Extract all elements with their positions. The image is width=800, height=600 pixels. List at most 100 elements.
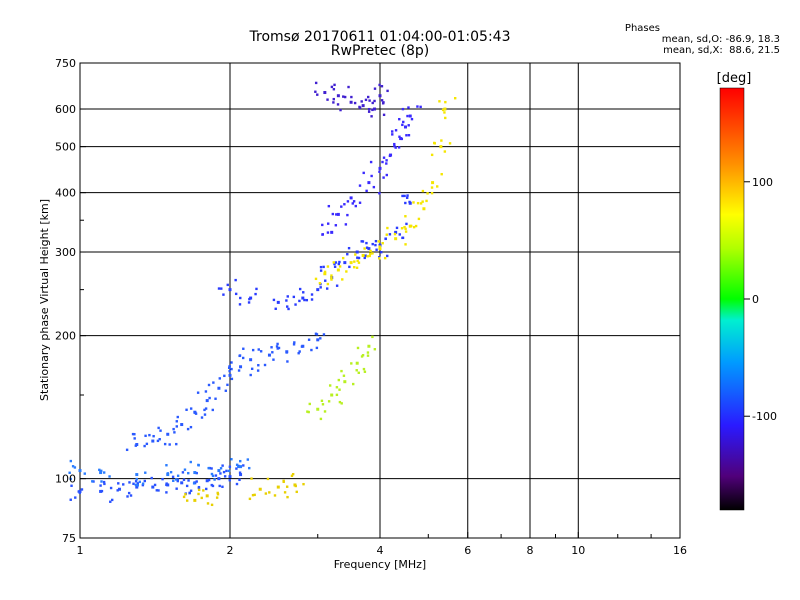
chart-subtitle: RwPretec (8p): [331, 43, 429, 59]
data-point-spread: [298, 350, 301, 353]
data-point-spread: [410, 117, 414, 121]
data-point: [361, 253, 365, 257]
data-point-spread: [358, 184, 362, 187]
data-point: [394, 237, 398, 241]
data-point-spread: [340, 205, 343, 208]
data-point-spread: [133, 437, 136, 440]
data-point-spread: [385, 162, 388, 165]
data-point-spread: [203, 413, 207, 416]
data-point-spread: [367, 110, 371, 113]
data-point-spread: [197, 464, 200, 467]
data-point-spread: [210, 503, 214, 507]
data-point-spread: [438, 100, 441, 103]
data-point-spread: [355, 266, 359, 270]
data-point-spread: [291, 472, 295, 476]
data-point-spread: [384, 237, 387, 240]
data-point: [408, 114, 412, 118]
data-point-spread: [335, 213, 338, 216]
data-point-spread: [272, 298, 276, 302]
data-point-spread: [380, 250, 383, 254]
data-point-spread: [378, 245, 381, 248]
data-point-spread: [367, 107, 371, 111]
data-point-spread: [373, 87, 377, 90]
data-point-spread: [417, 217, 421, 221]
data-point: [78, 489, 82, 493]
data-point-spread: [235, 467, 238, 470]
data-point-spread: [103, 482, 106, 486]
data-point-spread: [109, 500, 112, 503]
data-point-spread: [200, 496, 203, 500]
data-point-spread: [156, 439, 160, 443]
data-point: [343, 380, 347, 384]
series-points: [314, 97, 457, 286]
data-point: [180, 481, 184, 485]
data-point-spread: [300, 345, 304, 348]
data-point-spread: [238, 303, 242, 306]
data-point: [217, 469, 221, 473]
data-point-spread: [323, 270, 327, 274]
data-point-spread: [330, 276, 333, 280]
data-point-spread: [176, 474, 180, 477]
data-point-spread: [363, 256, 366, 260]
data-point-spread: [292, 295, 296, 299]
data-point-spread: [414, 224, 418, 228]
data-point-spread: [401, 236, 405, 239]
colorbar-label: [deg]: [717, 71, 752, 86]
data-point-spread: [165, 464, 168, 467]
data-point-spread: [344, 223, 348, 226]
data-point-spread: [163, 442, 167, 446]
data-point-spread: [436, 185, 439, 188]
data-point-spread: [366, 255, 369, 258]
data-point-spread: [293, 341, 296, 344]
data-point-spread: [377, 240, 380, 243]
data-point-spread: [263, 363, 267, 367]
data-point-spread: [408, 200, 411, 204]
data-point-spread: [322, 333, 326, 336]
data-point-spread: [247, 301, 251, 304]
x-tick-label: 4: [377, 544, 384, 557]
data-point-spread: [249, 373, 252, 377]
data-point-spread: [214, 474, 218, 477]
data-point-spread: [176, 415, 179, 419]
data-point-spread: [183, 468, 187, 471]
data-point-spread: [238, 354, 242, 357]
data-point-spread: [219, 472, 222, 475]
data-point-spread: [401, 123, 404, 127]
data-point-spread: [182, 495, 186, 499]
data-point-spread: [406, 194, 409, 197]
data-point-spread: [228, 465, 232, 468]
data-point: [166, 473, 170, 477]
data-point: [239, 365, 243, 369]
data-point-spread: [126, 495, 129, 498]
data-point-spread: [356, 346, 360, 350]
data-point-spread: [371, 101, 374, 105]
data-point-spread: [175, 425, 178, 428]
data-point-spread: [226, 383, 229, 387]
data-point-spread: [340, 402, 343, 405]
data-point-spread: [216, 493, 220, 496]
data-point-spread: [369, 252, 372, 255]
data-point-spread: [92, 480, 95, 483]
data-point-spread: [181, 471, 185, 474]
data-point-spread: [375, 248, 378, 251]
data-point-spread: [161, 477, 164, 481]
data-point: [180, 423, 184, 427]
data-point-spread: [358, 201, 362, 204]
data-point-spread: [371, 108, 374, 112]
data-point-spread: [324, 279, 327, 282]
data-point-spread: [319, 417, 323, 421]
data-point-spread: [238, 478, 241, 482]
data-point-spread: [385, 233, 388, 236]
data-point-spread: [135, 477, 138, 481]
data-point-spread: [295, 490, 298, 494]
data-point-spread: [152, 434, 155, 438]
data-point-spread: [155, 489, 158, 492]
data-point-spread: [128, 481, 131, 484]
data-point: [431, 181, 435, 185]
y-tick-label: 300: [55, 246, 76, 259]
data-point-spread: [308, 402, 311, 406]
data-point: [166, 483, 170, 487]
data-point-spread: [207, 383, 211, 387]
data-point-spread: [248, 466, 251, 470]
data-point: [151, 439, 155, 443]
